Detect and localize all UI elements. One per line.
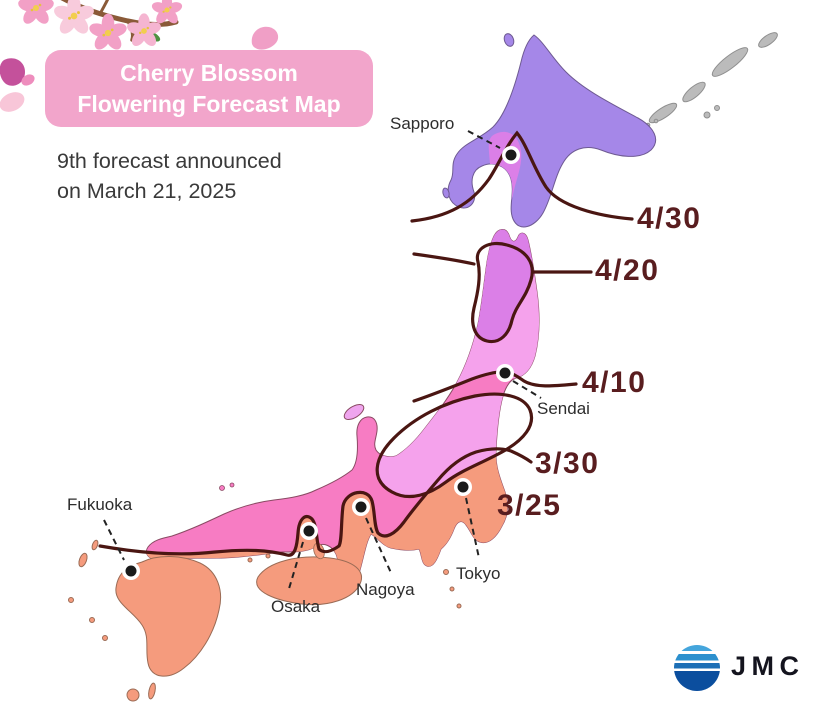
contour-4-20-west xyxy=(412,252,476,266)
kuril-islands xyxy=(645,32,778,128)
jmc-logo-text: JMC xyxy=(731,651,805,681)
city-dot-osaka xyxy=(300,522,318,540)
title-card: Cherry Blossom Flowering Forecast Map xyxy=(45,50,373,127)
date-label-4-30: 4/30 xyxy=(637,202,702,235)
blossom-flower xyxy=(18,0,54,24)
oki-islands xyxy=(219,482,235,491)
falling-petal xyxy=(0,92,25,112)
leader-sendai xyxy=(512,380,542,399)
leader-fukuoka xyxy=(103,519,125,561)
city-dot-nagoya xyxy=(352,498,370,516)
city-label-fukuoka: Fukuoka xyxy=(67,495,133,514)
title-line1: Cherry Blossom xyxy=(120,59,298,86)
city-label-osaka: Osaka xyxy=(271,597,321,616)
city-leader-lines xyxy=(103,130,542,593)
announcement-text: 9th forecast announced on March 21, 2025 xyxy=(57,146,282,206)
announcement-line1: 9th forecast announced xyxy=(57,149,282,173)
date-label-4-10: 4/10 xyxy=(582,366,647,399)
central-mountain-zone xyxy=(377,394,532,497)
leader-osaka xyxy=(287,541,304,593)
announcement-line2: on March 21, 2025 xyxy=(57,179,237,203)
blossom-flower xyxy=(127,13,161,46)
city-label-tokyo: Tokyo xyxy=(456,564,501,583)
falling-petal xyxy=(251,26,279,50)
city-label-nagoya: Nagoya xyxy=(356,580,415,599)
city-dot-fukuoka xyxy=(122,562,140,580)
kyushu-region xyxy=(68,539,462,702)
blossom-flower xyxy=(151,0,183,24)
city-dot-sendai xyxy=(496,364,514,382)
tohoku-mountain-zone xyxy=(472,243,533,342)
date-label-3-25: 3/25 xyxy=(497,489,562,522)
cherry-branch-decoration xyxy=(0,0,279,112)
city-dot-tokyo xyxy=(454,478,472,496)
date-label-3-30: 3/30 xyxy=(535,447,600,480)
jmc-globe-icon xyxy=(674,645,720,691)
contour-4-10-loop xyxy=(375,392,534,498)
falling-petal xyxy=(0,58,25,86)
hokkaido-region xyxy=(442,33,656,228)
city-label-sendai: Sendai xyxy=(537,399,590,418)
blossom-flower xyxy=(89,13,127,50)
contour-3-30 xyxy=(98,447,533,557)
city-dots xyxy=(122,146,520,580)
shikoku-region xyxy=(256,556,362,606)
contour-4-30 xyxy=(410,130,634,223)
falling-petal xyxy=(21,74,35,86)
blossom-flower xyxy=(54,0,94,34)
forecast-contours xyxy=(98,130,634,557)
city-dot-sapporo xyxy=(502,146,520,164)
contour-4-20-loop xyxy=(471,241,534,344)
sado-island xyxy=(343,404,365,420)
date-label-4-20: 4/20 xyxy=(595,254,660,287)
title-line2: Flowering Forecast Map xyxy=(77,90,341,117)
city-label-sapporo: Sapporo xyxy=(390,114,455,133)
